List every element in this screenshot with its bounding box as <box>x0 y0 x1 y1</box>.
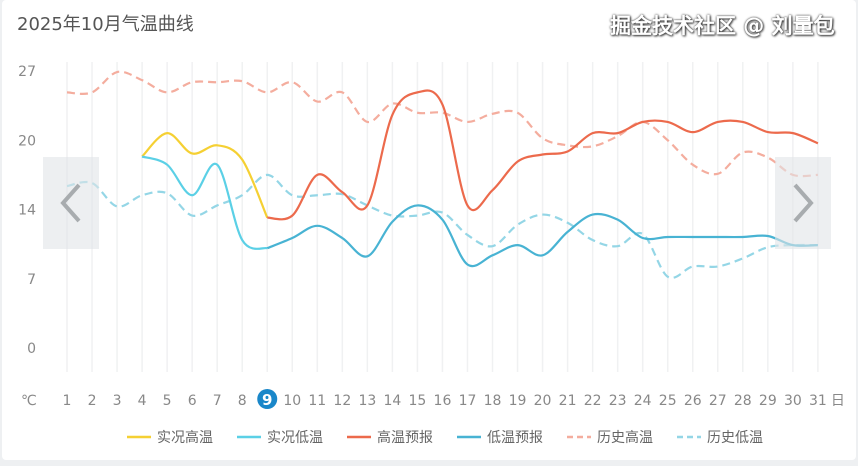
series-line-2 <box>141 155 268 250</box>
x-tick-label: 30 <box>784 393 802 409</box>
prev-button[interactable] <box>43 157 99 249</box>
x-tick-label: 27 <box>709 393 727 409</box>
x-tick-label: 13 <box>358 393 376 409</box>
series-line-5 <box>66 70 818 178</box>
y-tick-label: 27 <box>18 64 36 80</box>
x-tick-label: 2 <box>88 393 97 409</box>
x-tick-label: 17 <box>459 393 477 409</box>
x-tick-label: 26 <box>684 393 702 409</box>
x-tick-label: 19 <box>509 393 527 409</box>
series-line-3 <box>267 89 819 221</box>
x-tick-label: 14 <box>383 393 401 409</box>
legend-label: 实况高温 <box>157 429 213 446</box>
x-tick-label: 11 <box>308 393 326 409</box>
x-tick-label: 3 <box>113 393 122 409</box>
y-tick-label: 7 <box>27 272 36 288</box>
x-tick-label: 9 <box>262 391 272 409</box>
y-unit-label: ℃ <box>21 393 37 409</box>
x-tick-label: 29 <box>759 393 777 409</box>
x-tick-label: 31 <box>809 393 827 409</box>
x-tick-label: 16 <box>434 393 452 409</box>
x-tick-label: 21 <box>559 393 577 409</box>
y-tick-label: 14 <box>18 203 36 219</box>
series-line-1 <box>141 132 269 219</box>
page-title: 2025年10月气温曲线 <box>17 14 194 35</box>
x-tick-label: 28 <box>734 393 752 409</box>
x-tick-label: 5 <box>163 393 172 409</box>
x-tick-label: 24 <box>634 393 652 409</box>
x-tick-label: 8 <box>238 393 247 409</box>
next-button[interactable] <box>775 157 831 249</box>
x-tick-label: 22 <box>584 393 602 409</box>
series-line-6 <box>66 173 818 280</box>
y-tick-label: 0 <box>27 341 36 357</box>
legend-label: 历史低温 <box>707 430 763 446</box>
x-unit-label: 日 <box>831 393 845 409</box>
x-tick-label: 10 <box>283 393 301 409</box>
legend-label: 历史高温 <box>597 429 653 446</box>
x-tick-label: 15 <box>409 393 427 409</box>
legend-label: 高温预报 <box>377 429 433 446</box>
chevron-right-icon <box>793 183 814 223</box>
x-tick-label: 7 <box>213 393 222 409</box>
x-tick-label: 12 <box>333 393 351 409</box>
watermark: 掘金技术社区 @ 刘量包 <box>610 14 835 38</box>
x-tick-label: 1 <box>63 393 72 409</box>
chevron-left-icon <box>60 183 81 223</box>
legend-label: 低温预报 <box>487 430 543 446</box>
x-tick-label: 20 <box>534 393 552 409</box>
legend-label: 实况低温 <box>267 430 323 446</box>
x-tick-label: 18 <box>484 393 502 409</box>
x-tick-label: 23 <box>609 393 627 409</box>
x-tick-label: 4 <box>138 393 147 409</box>
x-tick-label: 6 <box>188 393 197 409</box>
highlight-day-marker <box>257 389 278 409</box>
series-line-4 <box>266 204 818 268</box>
y-tick-label: 20 <box>18 133 36 149</box>
x-tick-label: 25 <box>659 393 677 409</box>
